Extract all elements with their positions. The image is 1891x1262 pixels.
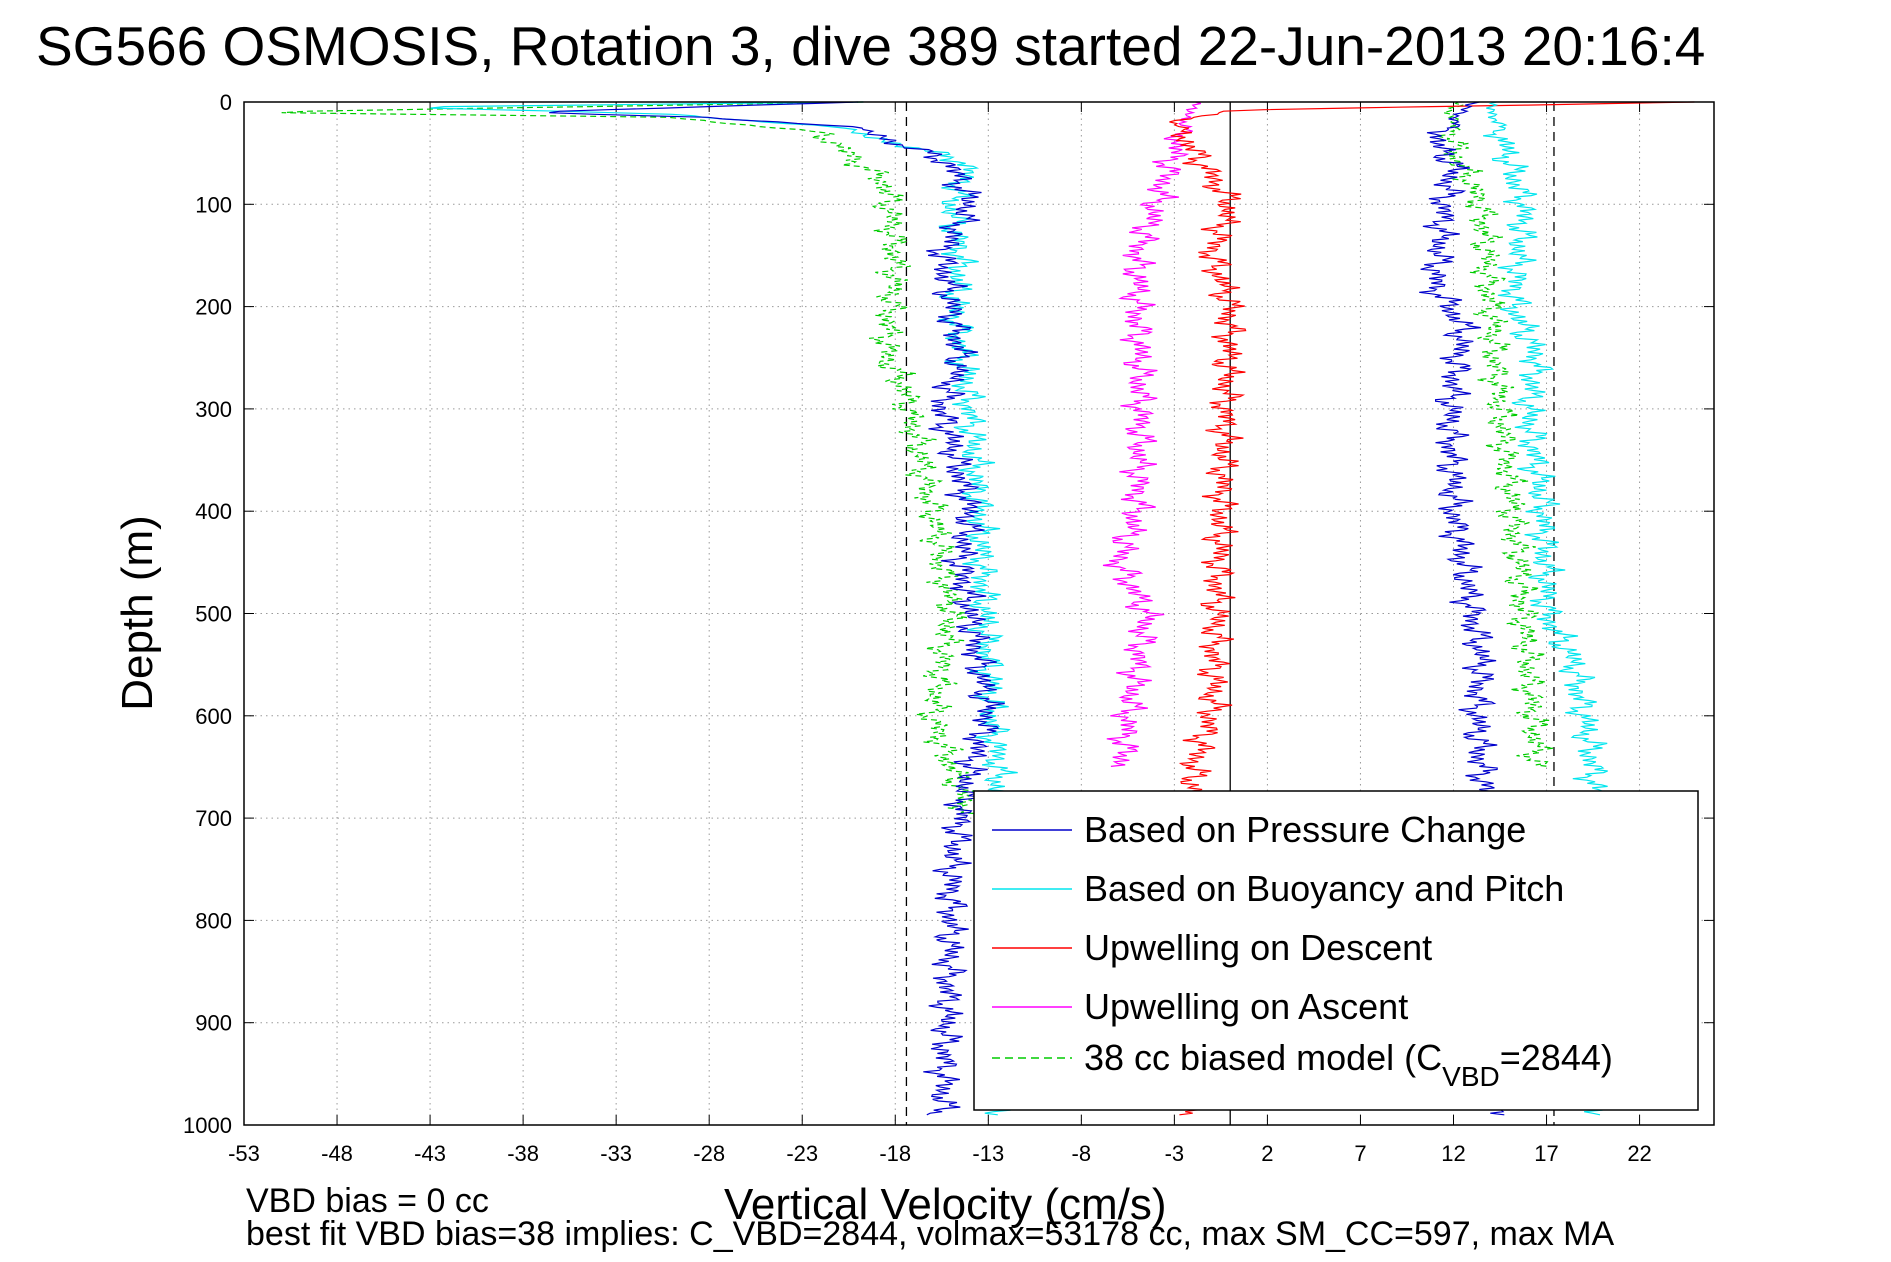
x-tick-label: -38 — [507, 1141, 539, 1166]
legend-label-tail: =2844) — [1500, 1037, 1613, 1078]
figure-title: SG566 OSMOSIS, Rotation 3, dive 389 star… — [36, 15, 1705, 77]
y-tick-label: 200 — [195, 295, 232, 320]
series-line-38-cc-biased-model-c-vbd-2844 — [1436, 101, 1554, 767]
x-tick-label: 7 — [1354, 1141, 1366, 1166]
x-tick-label: -48 — [321, 1141, 353, 1166]
x-tick-label: -8 — [1072, 1141, 1092, 1166]
series-line-based-on-pressure-change — [549, 101, 1005, 1116]
x-tick-label: -33 — [600, 1141, 632, 1166]
y-tick-label: 900 — [195, 1011, 232, 1036]
axes-frame — [243, 101, 1715, 1126]
x-tick-label: -23 — [786, 1141, 818, 1166]
x-tick-label: -43 — [414, 1141, 446, 1166]
x-tick-label: 2 — [1261, 1141, 1273, 1166]
y-tick-label: 600 — [195, 704, 232, 729]
x-tick-label: -53 — [228, 1141, 260, 1166]
best-fit-note: best fit VBD bias=38 implies: C_VBD=2844… — [246, 1215, 1615, 1253]
x-tick-label: -28 — [693, 1141, 725, 1166]
y-tick-label: 300 — [195, 397, 232, 422]
legend-label: Upwelling on Ascent — [1084, 986, 1408, 1027]
legend-label: Upwelling on Descent — [1084, 927, 1432, 968]
x-tick-label: 12 — [1441, 1141, 1465, 1166]
x-tick-label: -18 — [879, 1141, 911, 1166]
legend: Based on Pressure Change Based on Buoyanc… — [973, 790, 1699, 1111]
vbd-bias-note: VBD bias = 0 cc — [246, 1182, 489, 1220]
x-tick-label: -13 — [972, 1141, 1004, 1166]
legend-box — [973, 790, 1699, 1111]
y-tick-label: 1000 — [183, 1113, 232, 1138]
series-line-upwelling-on-ascent — [1102, 101, 1201, 767]
x-tick-label: 22 — [1627, 1141, 1651, 1166]
y-tick-label: 400 — [195, 499, 232, 524]
y-tick-label: 700 — [195, 806, 232, 831]
x-tick-label: 17 — [1534, 1141, 1558, 1166]
y-tick-label: 800 — [195, 908, 232, 933]
series-line-38-cc-biased-model-c-vbd-2844 — [281, 101, 987, 818]
y-tick-label: 500 — [195, 602, 232, 627]
legend-label: Based on Pressure Change — [1084, 809, 1526, 850]
y-tick-labels: 0 100 200 300 400 500 600 700 800 900 1000 — [183, 90, 232, 1138]
legend-label-subscript: VBD — [1442, 1061, 1500, 1092]
x-tick-label: -3 — [1165, 1141, 1185, 1166]
x-tick-labels: -53 -48 -43 -38 -33 -28 -23 -18 -13 -8 -3 2 7 12 17 22 — [228, 1141, 1652, 1166]
y-axis-label: Depth (m) — [113, 515, 162, 711]
x-axis-label: Vertical Velocity (cm/s) — [724, 1180, 1167, 1229]
y-tick-label: 100 — [195, 192, 232, 217]
y-tick-label: 0 — [220, 90, 232, 115]
legend-label: Based on Buoyancy and Pitch — [1084, 868, 1564, 909]
